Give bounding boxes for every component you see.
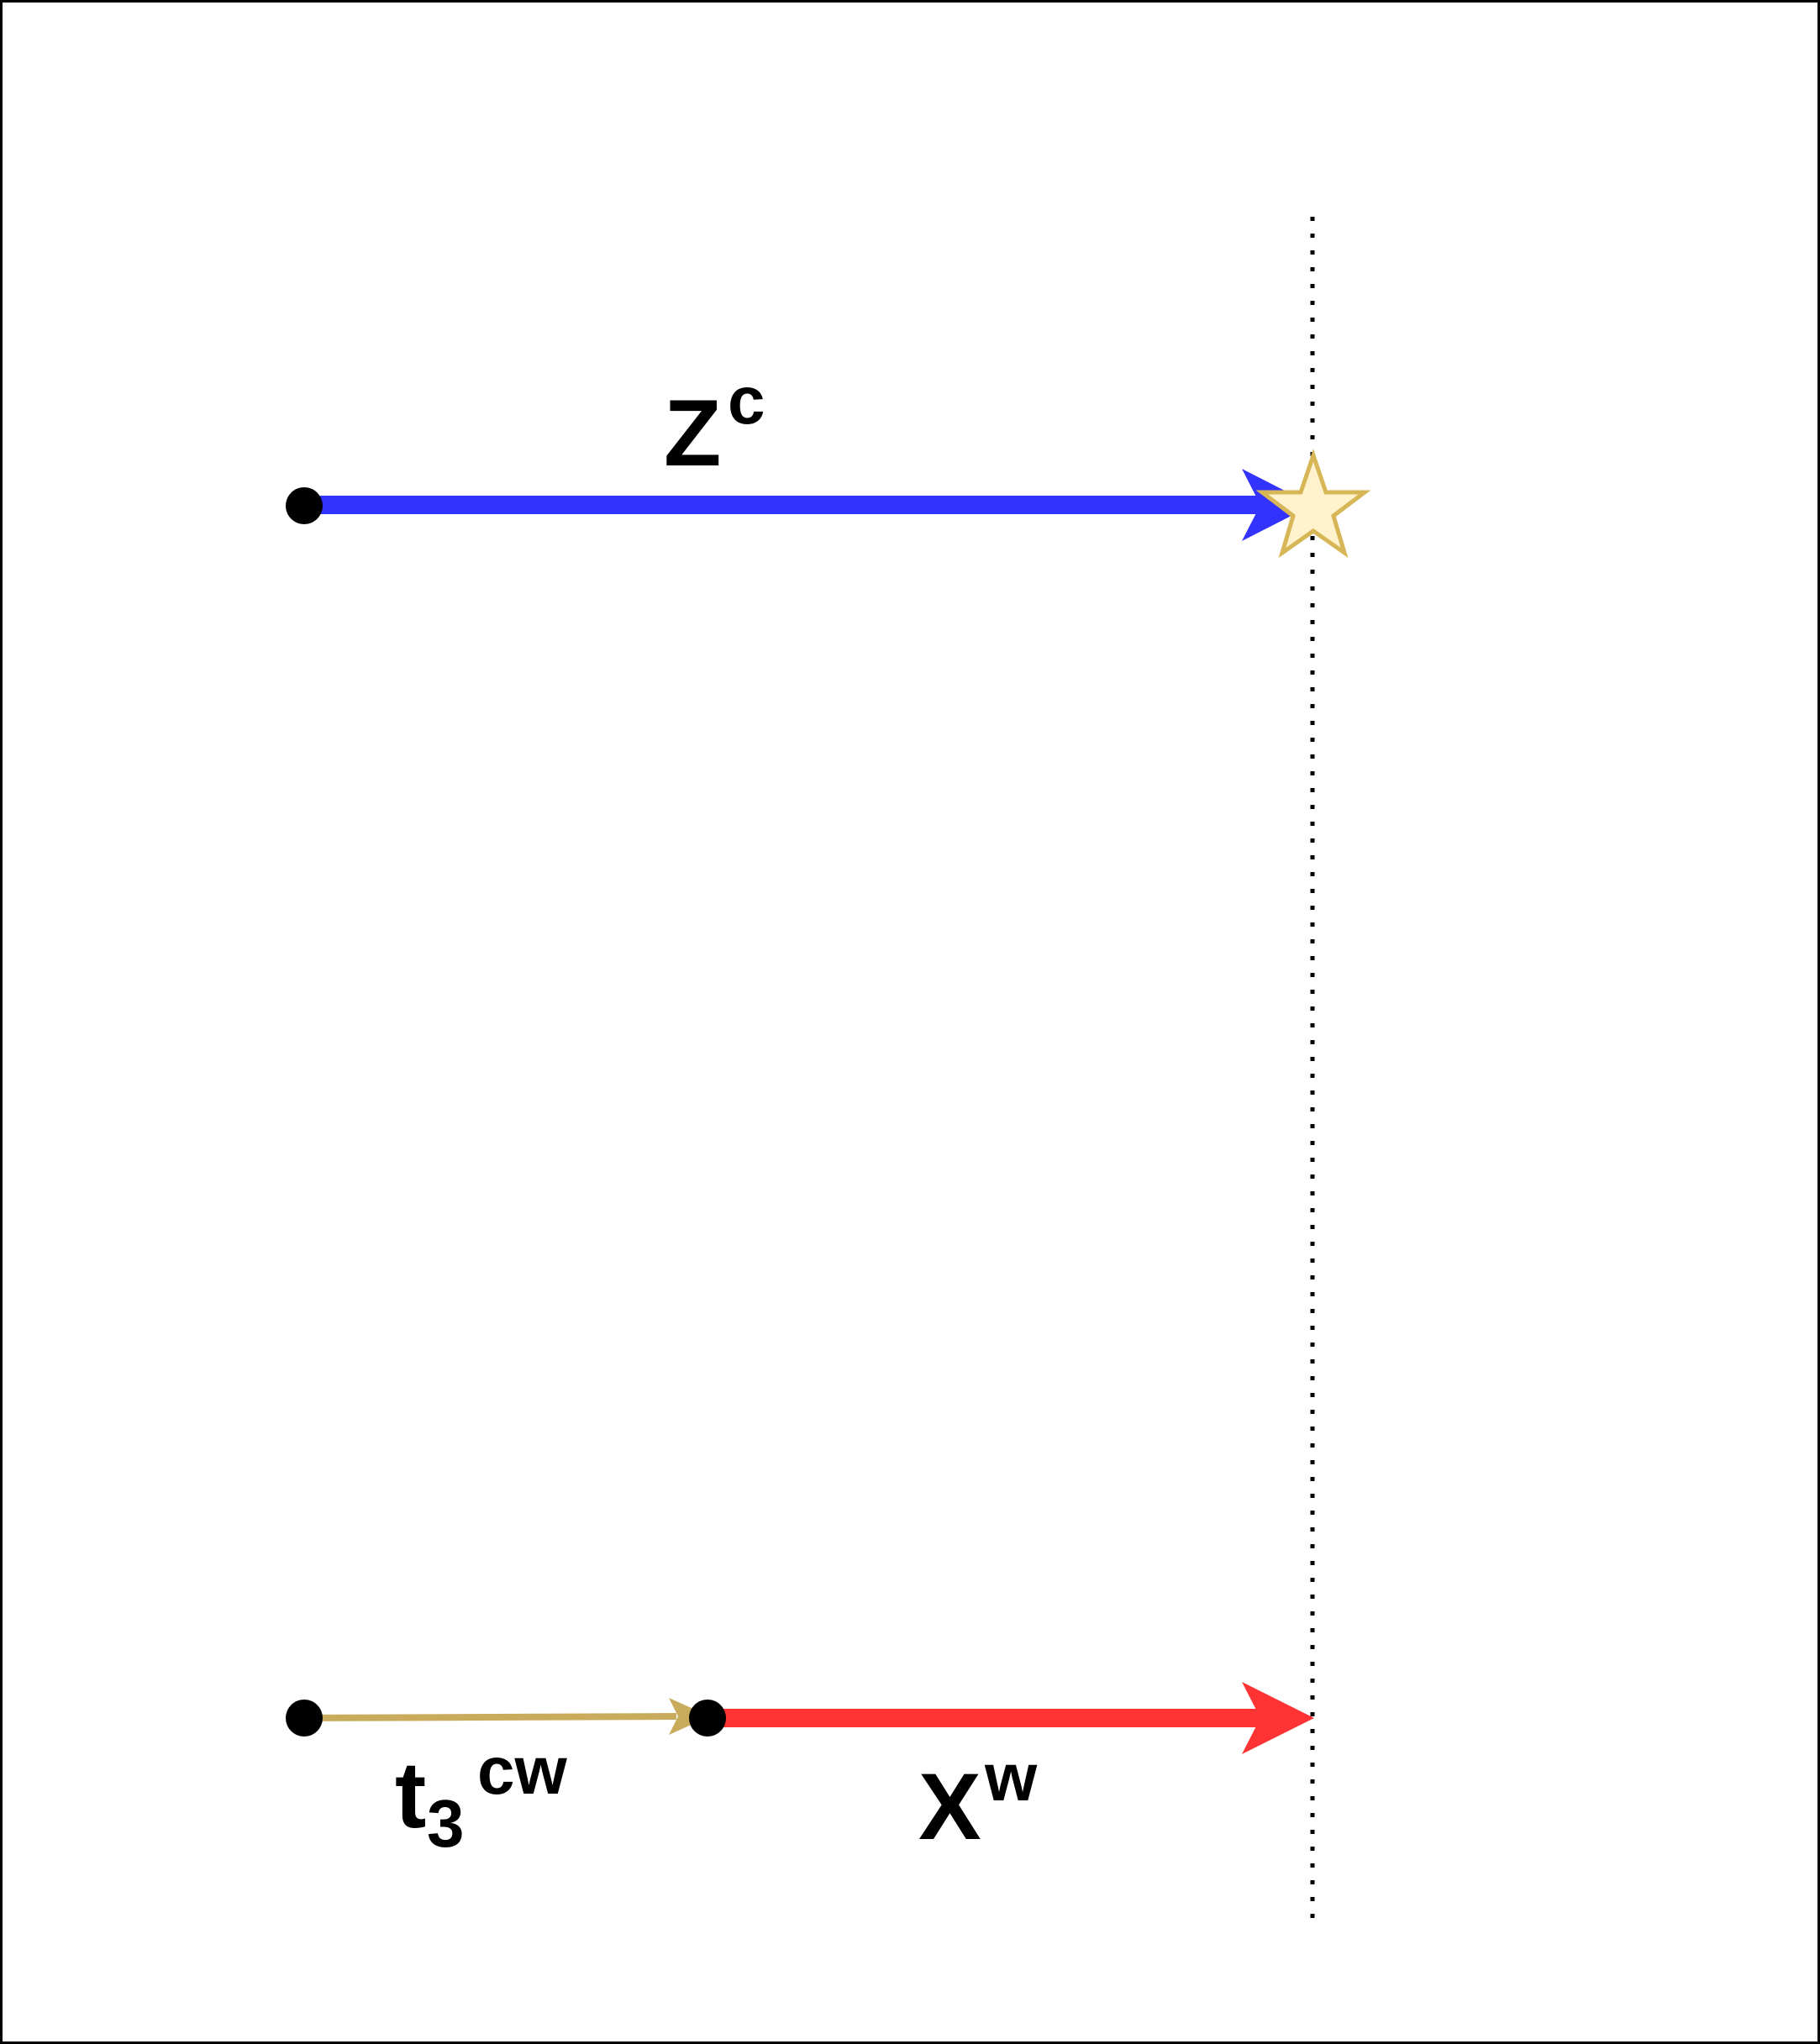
- t3cw-arrow-shaft: [303, 1713, 677, 1721]
- xw-label-sup: w: [984, 1740, 1038, 1815]
- xw-label-main: X: [918, 1754, 981, 1859]
- xw-origin-point: [689, 1700, 726, 1737]
- xw-arrow: [707, 1682, 1314, 1754]
- t3cw-label-main: t: [395, 1742, 426, 1847]
- xw-label: X w: [918, 1740, 1038, 1859]
- target-star-icon: [1255, 449, 1371, 559]
- t3cw-label-sub: 3: [427, 1786, 465, 1861]
- zc-label-main: Z: [664, 381, 721, 486]
- xw-arrow-head: [1242, 1682, 1314, 1754]
- t3cw-origin-point: [286, 1700, 323, 1737]
- zc-label: Z c: [664, 363, 765, 486]
- t3cw-label-sup: cw: [477, 1733, 567, 1808]
- zc-origin-point: [286, 487, 323, 524]
- zc-label-sup: c: [728, 363, 765, 438]
- t3cw-label: t 3 cw: [395, 1733, 567, 1861]
